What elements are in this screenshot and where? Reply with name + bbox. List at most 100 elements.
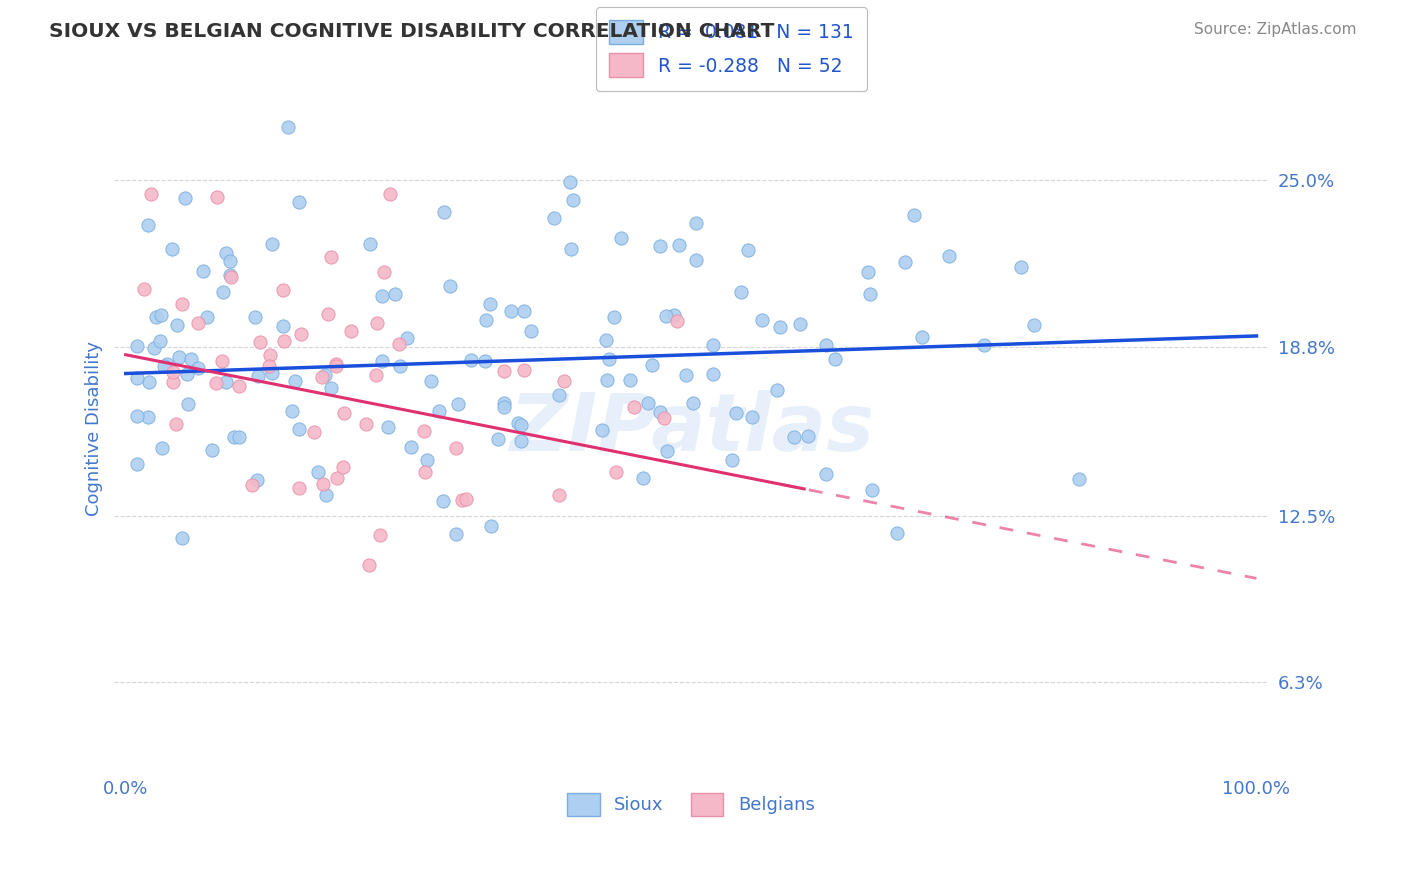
Point bbox=[413, 466, 436, 480]
Point bbox=[494, 401, 516, 415]
Point bbox=[474, 353, 496, 368]
Point bbox=[211, 353, 233, 368]
Point bbox=[662, 308, 685, 322]
Point bbox=[228, 430, 250, 444]
Point bbox=[290, 326, 312, 341]
Point bbox=[228, 379, 250, 393]
Point bbox=[685, 217, 707, 231]
Point bbox=[325, 359, 347, 373]
Point bbox=[378, 186, 401, 201]
Point bbox=[603, 310, 626, 324]
Point bbox=[685, 252, 707, 267]
Point bbox=[479, 518, 502, 533]
Point bbox=[219, 270, 242, 285]
Point bbox=[492, 364, 515, 378]
Point bbox=[314, 368, 336, 383]
Point bbox=[655, 443, 678, 458]
Point bbox=[789, 318, 811, 332]
Point bbox=[384, 287, 406, 301]
Y-axis label: Cognitive Disability: Cognitive Disability bbox=[86, 341, 103, 516]
Point bbox=[730, 285, 752, 299]
Point bbox=[619, 373, 641, 387]
Point bbox=[655, 309, 678, 323]
Point bbox=[180, 352, 202, 367]
Point bbox=[623, 400, 645, 414]
Point bbox=[166, 318, 188, 333]
Point bbox=[145, 310, 167, 324]
Point bbox=[766, 383, 789, 397]
Point bbox=[373, 265, 395, 279]
Point bbox=[316, 307, 339, 321]
Point bbox=[149, 334, 172, 349]
Point bbox=[1067, 472, 1090, 486]
Point bbox=[125, 371, 148, 385]
Point bbox=[451, 493, 474, 508]
Point bbox=[240, 477, 263, 491]
Point bbox=[150, 308, 173, 322]
Point bbox=[605, 465, 627, 479]
Point bbox=[136, 410, 159, 425]
Point bbox=[204, 376, 226, 390]
Point bbox=[170, 297, 193, 311]
Text: Source: ZipAtlas.com: Source: ZipAtlas.com bbox=[1194, 22, 1357, 37]
Point bbox=[271, 283, 294, 297]
Point bbox=[548, 487, 571, 501]
Point bbox=[631, 471, 654, 485]
Point bbox=[288, 194, 311, 209]
Point bbox=[419, 374, 441, 388]
Point bbox=[510, 434, 533, 448]
Point bbox=[856, 265, 879, 279]
Point bbox=[433, 205, 456, 219]
Point bbox=[769, 319, 792, 334]
Point bbox=[366, 317, 388, 331]
Point bbox=[741, 409, 763, 424]
Point bbox=[591, 423, 613, 437]
Point bbox=[176, 367, 198, 381]
Point bbox=[447, 397, 470, 411]
Point bbox=[172, 531, 194, 545]
Point bbox=[333, 406, 356, 420]
Point bbox=[371, 289, 394, 303]
Text: ZIPatlas: ZIPatlas bbox=[509, 390, 873, 467]
Point bbox=[288, 481, 311, 495]
Point bbox=[519, 324, 541, 338]
Point bbox=[186, 316, 208, 330]
Point bbox=[325, 357, 347, 371]
Point bbox=[187, 361, 209, 376]
Point bbox=[513, 303, 536, 318]
Point bbox=[141, 186, 163, 201]
Point bbox=[824, 351, 846, 366]
Point bbox=[682, 396, 704, 410]
Point bbox=[860, 483, 883, 498]
Point bbox=[259, 347, 281, 361]
Point bbox=[395, 331, 418, 345]
Point bbox=[595, 334, 617, 348]
Point bbox=[510, 418, 533, 433]
Point bbox=[432, 494, 454, 508]
Point bbox=[138, 375, 160, 389]
Point bbox=[751, 313, 773, 327]
Point bbox=[513, 363, 536, 377]
Point bbox=[246, 473, 269, 487]
Point bbox=[973, 337, 995, 351]
Point bbox=[371, 354, 394, 368]
Point bbox=[307, 465, 329, 479]
Point bbox=[702, 367, 724, 381]
Point bbox=[501, 303, 523, 318]
Point bbox=[302, 425, 325, 440]
Point bbox=[648, 405, 671, 419]
Point bbox=[596, 373, 619, 387]
Point bbox=[479, 296, 502, 310]
Point bbox=[553, 374, 575, 388]
Point bbox=[886, 526, 908, 541]
Point bbox=[354, 417, 377, 432]
Point bbox=[257, 359, 280, 374]
Point bbox=[125, 457, 148, 471]
Point bbox=[508, 416, 530, 430]
Point bbox=[486, 432, 509, 446]
Point bbox=[894, 255, 917, 269]
Point bbox=[359, 237, 381, 252]
Point bbox=[174, 191, 197, 205]
Point bbox=[260, 236, 283, 251]
Point bbox=[176, 397, 198, 411]
